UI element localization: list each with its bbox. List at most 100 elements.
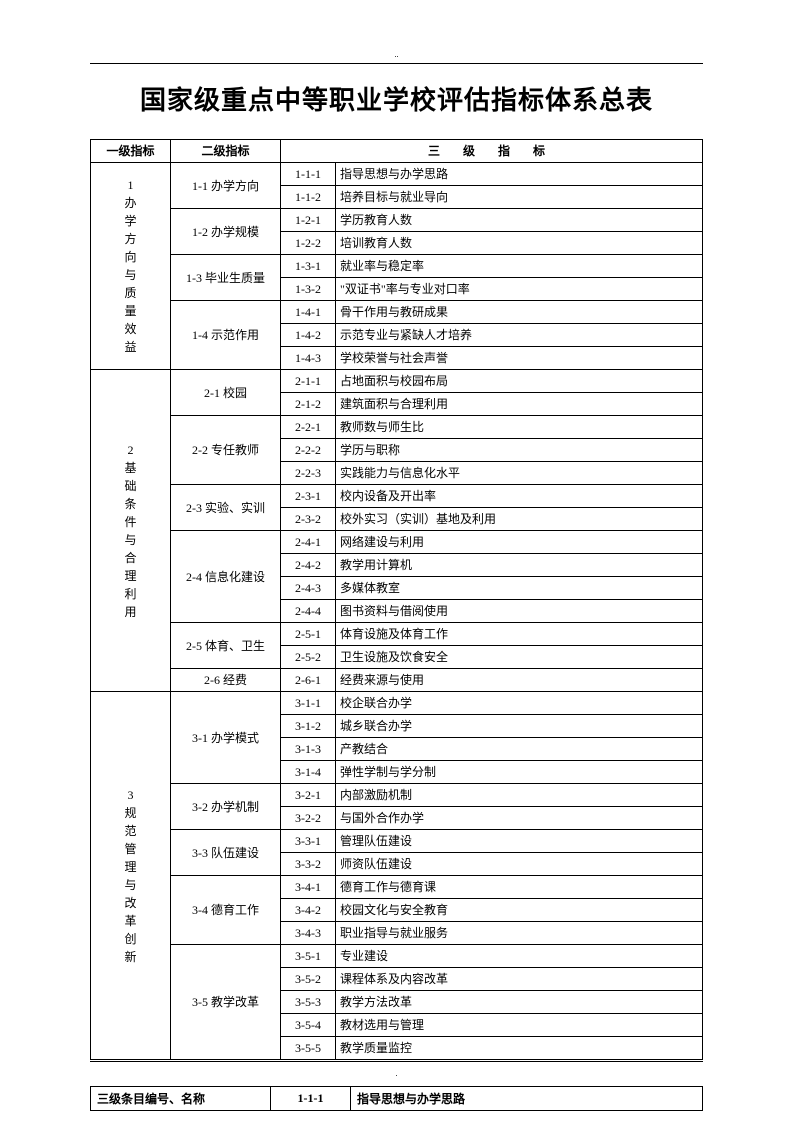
level1-cell: 2基础条件与合理利用 — [91, 370, 171, 692]
level3-code: 2-4-4 — [281, 600, 336, 623]
level3-code: 2-4-3 — [281, 577, 336, 600]
level3-code: 3-1-4 — [281, 761, 336, 784]
level3-code: 3-1-3 — [281, 738, 336, 761]
level3-text: 学历与职称 — [336, 439, 703, 462]
table-row: 1-3 毕业生质量1-3-1就业率与稳定率 — [91, 255, 703, 278]
level3-code: 2-2-2 — [281, 439, 336, 462]
level3-text: 教师数与师生比 — [336, 416, 703, 439]
table-row: 3-3 队伍建设3-3-1管理队伍建设 — [91, 830, 703, 853]
level3-code: 2-5-2 — [281, 646, 336, 669]
level3-text: 产教结合 — [336, 738, 703, 761]
table-row: 1-2 办学规模1-2-1学历教育人数 — [91, 209, 703, 232]
level3-text: 示范专业与紧缺人才培养 — [336, 324, 703, 347]
level2-cell: 2-4 信息化建设 — [171, 531, 281, 623]
table-row: 2-6 经费2-6-1经费来源与使用 — [91, 669, 703, 692]
level3-text: 教学质量监控 — [336, 1037, 703, 1060]
table-row: 1-4 示范作用1-4-1骨干作用与教研成果 — [91, 301, 703, 324]
level3-code: 2-1-1 — [281, 370, 336, 393]
level3-code: 3-5-2 — [281, 968, 336, 991]
page-title: 国家级重点中等职业学校评估指标体系总表 — [90, 80, 703, 117]
level3-code: 1-1-1 — [281, 163, 336, 186]
table-row: 2-3 实验、实训2-3-1校内设备及开出率 — [91, 485, 703, 508]
col-header-l3: 三 级 指 标 — [281, 140, 703, 163]
level3-text: 与国外合作办学 — [336, 807, 703, 830]
level3-text: 校外实习（实训）基地及利用 — [336, 508, 703, 531]
level3-code: 3-4-3 — [281, 922, 336, 945]
level3-code: 3-4-1 — [281, 876, 336, 899]
col-header-l2: 二级指标 — [171, 140, 281, 163]
footer-label: 三级条目编号、名称 — [91, 1087, 271, 1111]
document-page: .. 国家级重点中等职业学校评估指标体系总表 一级指标 二级指标 三 级 指 标… — [0, 0, 793, 1122]
level3-code: 2-2-3 — [281, 462, 336, 485]
level1-cell: 1办学方向与质量效益 — [91, 163, 171, 370]
level2-cell: 3-5 教学改革 — [171, 945, 281, 1060]
table-row: 2基础条件与合理利用2-1 校园2-1-1占地面积与校园布局 — [91, 370, 703, 393]
level3-code: 2-5-1 — [281, 623, 336, 646]
level3-code: 2-1-2 — [281, 393, 336, 416]
header-rule — [90, 63, 703, 64]
level2-cell: 1-4 示范作用 — [171, 301, 281, 370]
level2-cell: 1-1 办学方向 — [171, 163, 281, 209]
level3-code: 1-3-1 — [281, 255, 336, 278]
level3-code: 1-1-2 — [281, 186, 336, 209]
level3-text: 校企联合办学 — [336, 692, 703, 715]
level3-code: 1-2-2 — [281, 232, 336, 255]
level2-cell: 2-5 体育、卫生 — [171, 623, 281, 669]
level3-code: 2-2-1 — [281, 416, 336, 439]
level3-text: 学校荣誉与社会声誉 — [336, 347, 703, 370]
table-header-row: 一级指标 二级指标 三 级 指 标 — [91, 140, 703, 163]
level3-code: 2-4-2 — [281, 554, 336, 577]
level3-code: 3-4-2 — [281, 899, 336, 922]
table-row: 2-5 体育、卫生2-5-1体育设施及体育工作 — [91, 623, 703, 646]
level3-text: "双证书"率与专业对口率 — [336, 278, 703, 301]
footer-text: 指导思想与办学思路 — [351, 1087, 703, 1111]
level3-text: 校园文化与安全教育 — [336, 899, 703, 922]
level3-text: 德育工作与德育课 — [336, 876, 703, 899]
level3-code: 3-3-1 — [281, 830, 336, 853]
level2-cell: 2-6 经费 — [171, 669, 281, 692]
level3-code: 1-3-2 — [281, 278, 336, 301]
level2-cell: 3-2 办学机制 — [171, 784, 281, 830]
level3-code: 2-3-1 — [281, 485, 336, 508]
level2-cell: 2-2 专任教师 — [171, 416, 281, 485]
level3-text: 内部激励机制 — [336, 784, 703, 807]
indicator-table: 一级指标 二级指标 三 级 指 标 1办学方向与质量效益1-1 办学方向1-1-… — [90, 139, 703, 1060]
level2-cell: 3-3 队伍建设 — [171, 830, 281, 876]
level3-text: 卫生设施及饮食安全 — [336, 646, 703, 669]
level3-text: 职业指导与就业服务 — [336, 922, 703, 945]
level3-code: 3-3-2 — [281, 853, 336, 876]
table-row: 3规范管理与改革创新3-1 办学模式3-1-1校企联合办学 — [91, 692, 703, 715]
table-row: 2-2 专任教师2-2-1教师数与师生比 — [91, 416, 703, 439]
level2-cell: 3-4 德育工作 — [171, 876, 281, 945]
level3-text: 专业建设 — [336, 945, 703, 968]
level3-text: 教学方法改革 — [336, 991, 703, 1014]
level3-text: 城乡联合办学 — [336, 715, 703, 738]
level3-code: 1-4-2 — [281, 324, 336, 347]
level3-code: 3-1-1 — [281, 692, 336, 715]
level3-text: 课程体系及内容改革 — [336, 968, 703, 991]
level3-text: 培养目标与就业导向 — [336, 186, 703, 209]
table-row: 3-5 教学改革3-5-1专业建设 — [91, 945, 703, 968]
level2-cell: 1-3 毕业生质量 — [171, 255, 281, 301]
level3-text: 经费来源与使用 — [336, 669, 703, 692]
footer-mark: . — [0, 1069, 793, 1078]
level3-code: 3-2-1 — [281, 784, 336, 807]
level3-text: 学历教育人数 — [336, 209, 703, 232]
level3-text: 指导思想与办学思路 — [336, 163, 703, 186]
level3-text: 占地面积与校园布局 — [336, 370, 703, 393]
level1-cell: 3规范管理与改革创新 — [91, 692, 171, 1060]
level2-cell: 2-3 实验、实训 — [171, 485, 281, 531]
level3-code: 3-5-3 — [281, 991, 336, 1014]
level2-cell: 2-1 校园 — [171, 370, 281, 416]
col-header-l1: 一级指标 — [91, 140, 171, 163]
level3-text: 校内设备及开出率 — [336, 485, 703, 508]
level3-code: 3-5-5 — [281, 1037, 336, 1060]
level3-code: 1-4-3 — [281, 347, 336, 370]
level3-code: 2-3-2 — [281, 508, 336, 531]
level2-cell: 3-1 办学模式 — [171, 692, 281, 784]
level3-code: 3-1-2 — [281, 715, 336, 738]
level3-text: 骨干作用与教研成果 — [336, 301, 703, 324]
level3-text: 网络建设与利用 — [336, 531, 703, 554]
level3-text: 教学用计算机 — [336, 554, 703, 577]
level3-text: 师资队伍建设 — [336, 853, 703, 876]
